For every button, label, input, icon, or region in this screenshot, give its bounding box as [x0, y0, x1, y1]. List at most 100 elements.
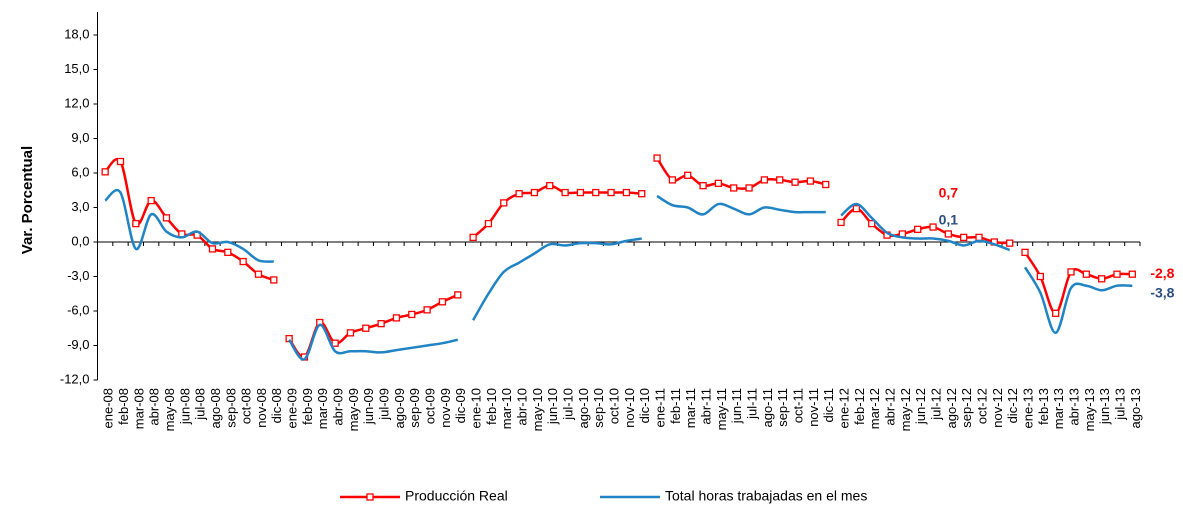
marker [515, 190, 523, 198]
marker [638, 190, 646, 198]
x-tick-label: ago-08 [208, 388, 223, 428]
x-tick-label: feb-09 [300, 388, 315, 425]
x-tick-label: jun-11 [729, 388, 744, 424]
data-label: 0,7 [939, 185, 959, 201]
marker [254, 270, 263, 278]
marker [1067, 268, 1075, 276]
marker [653, 154, 661, 162]
x-tick-label: ago-10 [576, 388, 591, 428]
legend-label: Total horas trabajadas en el mes [665, 488, 867, 504]
x-tick-label: dic-10 [637, 388, 652, 423]
series-line [288, 323, 459, 361]
marker [469, 233, 477, 242]
x-tick-label: may-09 [346, 388, 361, 431]
x-tick-label: nov-08 [254, 388, 269, 428]
x-tick-label: jun-08 [177, 388, 192, 425]
marker [1021, 248, 1029, 257]
x-tick-label: sep-09 [407, 388, 422, 428]
marker [147, 196, 155, 205]
x-tick-label: nov-11 [806, 388, 821, 427]
x-tick-label: jun-09 [361, 388, 376, 425]
x-tick-label: ene-12 [836, 388, 851, 428]
y-axis-title: Var. Porcentual [19, 146, 36, 254]
series-line [1023, 266, 1133, 335]
x-tick-label: jun-10 [545, 388, 560, 425]
marker [1098, 275, 1106, 283]
marker [423, 306, 431, 314]
x-tick-label: oct-11 [790, 388, 805, 423]
x-tick-label: ene-10 [469, 388, 484, 428]
x-tick-label: jul-08 [193, 388, 208, 421]
marker [101, 168, 109, 176]
x-tick-label: nov-12 [990, 388, 1005, 428]
x-tick-label: ene-13 [1020, 388, 1035, 428]
marker [546, 181, 554, 190]
x-tick-label: dic-12 [1005, 388, 1020, 423]
x-tick-label: jul-11 [745, 388, 760, 420]
marker [1082, 270, 1090, 278]
x-tick-label: ene-09 [285, 388, 300, 428]
y-tick-label: 6,0 [71, 164, 89, 179]
marker [837, 218, 845, 227]
x-tick-label: ago-13 [1128, 388, 1143, 428]
marker [684, 171, 692, 179]
marker [346, 329, 355, 337]
x-tick-label: jul-10 [561, 388, 576, 421]
y-tick-label: -9,0 [67, 337, 89, 352]
marker [929, 223, 937, 231]
x-tick-label: abr-13 [1066, 388, 1081, 426]
marker [760, 176, 769, 184]
x-tick-label: abr-09 [331, 388, 346, 426]
marker [576, 188, 585, 197]
x-tick-label: jul-13 [1112, 388, 1127, 421]
marker [224, 248, 232, 257]
series-line [104, 157, 275, 282]
x-tick-label: oct-12 [974, 388, 989, 424]
marker [362, 324, 370, 332]
y-tick-label: 12,0 [64, 95, 89, 110]
series-line [656, 194, 826, 216]
marker [270, 276, 278, 284]
x-tick-label: mar-12 [867, 388, 882, 429]
x-tick-label: abr-11 [699, 388, 714, 425]
x-tick-label: nov-10 [622, 388, 637, 428]
marker [1052, 309, 1060, 317]
series-line [104, 188, 274, 263]
x-tick-label: jun-12 [913, 388, 928, 425]
x-tick-label: feb-10 [484, 388, 499, 425]
x-tick-label: nov-09 [438, 388, 453, 428]
x-tick-label: mar-11 [683, 388, 698, 428]
marker [454, 291, 462, 299]
x-tick-label: ene-11 [653, 388, 668, 428]
x-tick-label: sep-11 [775, 388, 790, 427]
marker [239, 257, 247, 266]
x-tick-label: feb-12 [852, 388, 867, 425]
y-tick-label: -6,0 [67, 302, 89, 317]
marker [116, 157, 125, 166]
x-tick-label: oct-08 [239, 388, 254, 424]
x-tick-label: oct-09 [423, 388, 438, 424]
x-tick-label: sep-08 [223, 388, 238, 428]
x-tick-label: dic-09 [453, 388, 468, 423]
marker [607, 188, 615, 197]
marker [776, 176, 784, 184]
x-tick-label: sep-12 [959, 388, 974, 428]
y-tick-label: 0,0 [71, 233, 89, 248]
marker [500, 199, 508, 207]
y-tick-label: 9,0 [71, 130, 89, 145]
x-tick-label: ago-12 [944, 388, 959, 428]
x-tick-label: abr-08 [147, 388, 162, 426]
marker [822, 180, 830, 189]
series-line [472, 237, 642, 321]
y-tick-label: -3,0 [67, 268, 89, 283]
x-tick-label: feb-11 [668, 388, 683, 424]
x-tick-label: mar-09 [315, 388, 330, 429]
data-label: -3,8 [1150, 284, 1174, 300]
marker [408, 310, 416, 319]
marker [162, 214, 171, 222]
marker [1006, 239, 1014, 247]
marker [806, 177, 815, 185]
marker [714, 179, 723, 188]
legend-label: Producción Real [405, 488, 508, 504]
